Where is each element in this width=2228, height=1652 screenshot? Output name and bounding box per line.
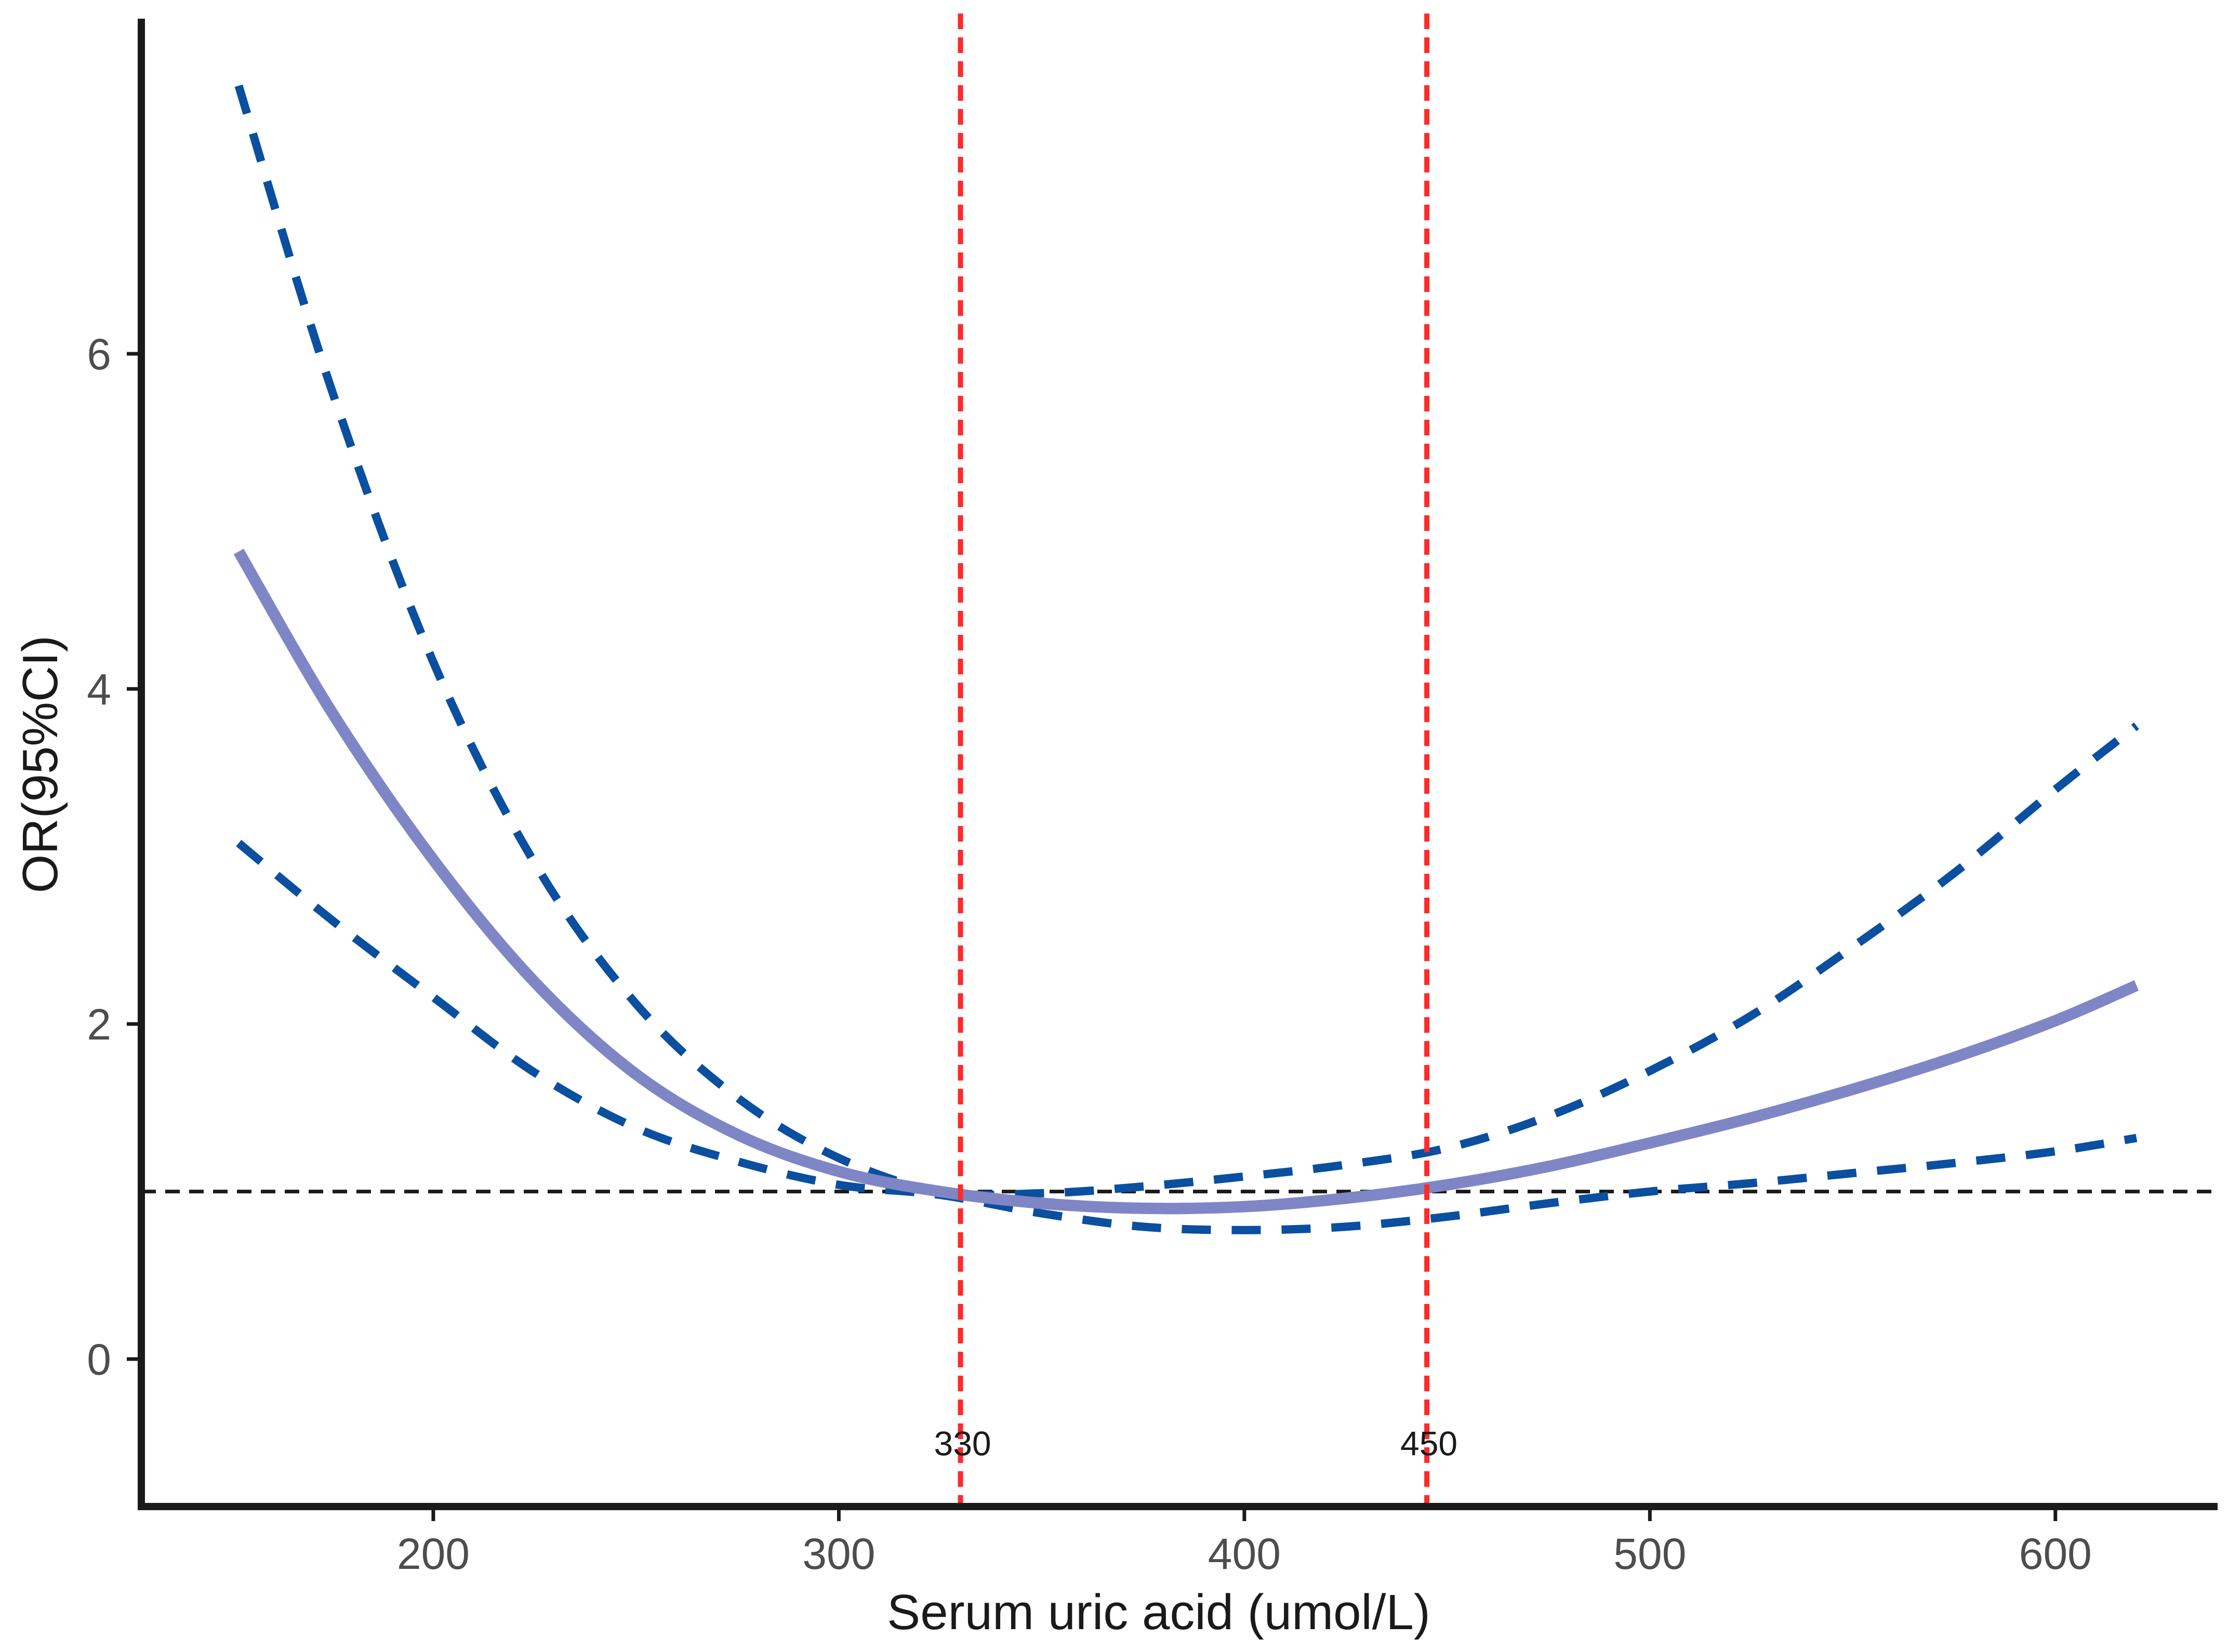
y-axis-title: OR(95%CI) — [12, 635, 68, 893]
y-tick-label: 4 — [87, 665, 111, 714]
axis-ticks: 0 2 4 6 200 300 400 500 600 — [87, 330, 2092, 1578]
series-upper-line — [234, 84, 2139, 1200]
x-tick-label: 200 — [397, 1529, 470, 1578]
series-lower-line — [236, 840, 2138, 1234]
x-tick-label: 500 — [1613, 1529, 1686, 1578]
x-tick-label: 300 — [802, 1529, 875, 1578]
x-axis-title: Serum uric acid (umol/L) — [887, 1584, 1430, 1640]
threshold-label-1: 330 — [934, 1424, 991, 1462]
y-tick-label: 6 — [87, 330, 111, 379]
x-tick-label: 400 — [1208, 1529, 1281, 1578]
threshold-label-2: 450 — [1400, 1424, 1457, 1462]
series-estimate-line — [233, 549, 2139, 1215]
y-tick-label: 0 — [87, 1335, 111, 1384]
x-tick-label: 600 — [2019, 1529, 2092, 1578]
y-tick-label: 2 — [87, 1000, 111, 1049]
plot-area: 330 450 — [141, 14, 2218, 1507]
